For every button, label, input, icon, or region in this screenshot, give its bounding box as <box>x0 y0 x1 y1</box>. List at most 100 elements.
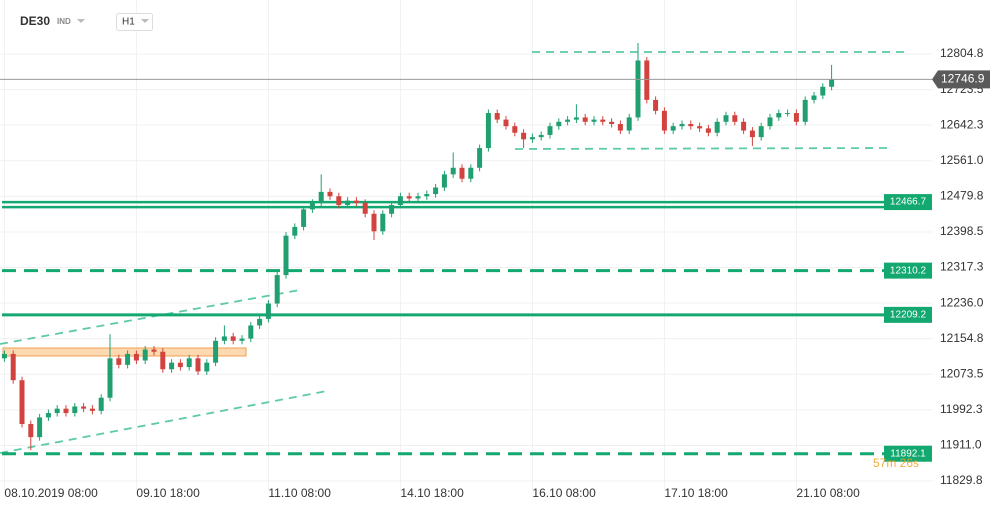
candle-body <box>802 99 808 122</box>
y-tick-label: 11992.3 <box>940 402 983 416</box>
y-tick-label: 11829.8 <box>940 473 983 487</box>
candle-body <box>697 126 703 129</box>
candle-body <box>1 353 7 359</box>
trend-line <box>0 289 301 345</box>
candle-body <box>714 121 720 133</box>
candle-body <box>749 130 755 138</box>
candle-body <box>547 126 553 135</box>
x-tick-label: 16.10 08:00 <box>532 486 596 500</box>
candle-body <box>565 119 571 122</box>
candle-body <box>670 126 676 131</box>
candle-body <box>397 196 403 206</box>
candle-body <box>28 423 34 438</box>
candle-body <box>72 406 78 414</box>
candle-body <box>230 336 236 341</box>
candle-body <box>459 167 465 179</box>
candle-body <box>169 362 175 370</box>
candle-body <box>186 358 192 368</box>
y-tick-label: 12317.3 <box>940 260 984 274</box>
candle-body <box>450 167 456 175</box>
candle-body <box>661 110 667 131</box>
candle-body <box>133 353 139 361</box>
candle-body <box>142 349 148 361</box>
candle-body <box>679 123 685 127</box>
grid: 12804.812723.512642.312561.012479.812398… <box>0 0 984 500</box>
candle-body <box>512 126 518 133</box>
candle-body <box>116 358 122 365</box>
candle-body <box>538 134 544 138</box>
symbol: DE30 <box>20 14 50 28</box>
candle-body <box>688 123 694 127</box>
plot <box>1 42 932 456</box>
candle-body <box>125 353 131 365</box>
y-tick-label: 12561.0 <box>940 153 984 167</box>
level-label: 12310.2 <box>890 265 927 276</box>
candle-body <box>793 113 799 122</box>
candle-body <box>54 408 60 414</box>
candle-body <box>741 121 747 131</box>
candle-body <box>485 113 491 149</box>
candle-body <box>239 338 245 341</box>
candle-body <box>81 406 87 409</box>
candle-body <box>107 358 113 398</box>
level-tag <box>884 306 932 323</box>
candle-body <box>98 397 104 411</box>
dropdown-arrow[interactable] <box>77 19 85 23</box>
candle-body <box>477 148 483 168</box>
zone <box>2 347 247 357</box>
x-tick-label: 17.10 18:00 <box>664 486 728 500</box>
candle-body <box>468 167 474 179</box>
candle-body <box>10 353 16 381</box>
candle-body <box>19 380 25 424</box>
candle-body <box>811 95 817 100</box>
timeframe[interactable]: H1 <box>122 17 135 28</box>
last-price-tag <box>932 70 990 89</box>
y-tick-label: 12236.0 <box>940 295 984 309</box>
y-tick-label: 12804.8 <box>940 46 984 60</box>
candle-body <box>441 174 447 188</box>
candle-body <box>301 209 307 227</box>
x-tick-label: 14.10 18:00 <box>400 486 464 500</box>
candle-body <box>204 362 210 372</box>
dropdown-arrow[interactable] <box>141 19 149 23</box>
level-label: 12209.2 <box>890 309 927 320</box>
candle-body <box>274 275 280 304</box>
candle-body <box>371 213 377 232</box>
candle-body <box>221 336 227 341</box>
candle-body <box>609 121 615 124</box>
candle-body <box>494 113 500 120</box>
candle-body <box>503 119 509 127</box>
candle-body <box>318 191 324 203</box>
y-tick-label: 12479.8 <box>940 189 984 203</box>
level-label: 11892.1 <box>890 448 926 459</box>
candle-body <box>820 86 826 96</box>
candle-body <box>151 349 157 352</box>
level-tag <box>884 445 932 462</box>
candle-body <box>213 340 219 363</box>
x-tick-label: 08.10.2019 08:00 <box>4 486 98 500</box>
tags: 12466.7 12310.2 12209.2 11892.1 12746.9 57m 2… <box>0 70 990 470</box>
candle-body <box>63 408 69 414</box>
level-label: 12466.7 <box>890 197 927 208</box>
y-tick-label: 12073.5 <box>940 366 984 380</box>
candle-body <box>283 235 289 276</box>
candle-body <box>591 119 597 122</box>
candle-body <box>265 303 271 319</box>
timeframe-box[interactable] <box>116 13 153 31</box>
candle-body <box>362 202 368 214</box>
x-tick-label: 21.10 08:00 <box>796 486 860 500</box>
candle-body <box>556 121 562 127</box>
candle-body <box>380 213 386 232</box>
trend-line <box>0 390 328 454</box>
candle-body <box>617 123 623 131</box>
drawings <box>0 51 910 454</box>
candle-body <box>829 79 835 87</box>
candle-body <box>635 60 641 118</box>
candle-body <box>389 205 395 214</box>
header: DE30 IND H1 <box>20 13 153 31</box>
channel-line <box>514 147 893 150</box>
candle-body <box>705 128 711 133</box>
candle-body <box>248 325 254 339</box>
candle-body <box>732 115 738 122</box>
candle-body <box>37 417 43 438</box>
